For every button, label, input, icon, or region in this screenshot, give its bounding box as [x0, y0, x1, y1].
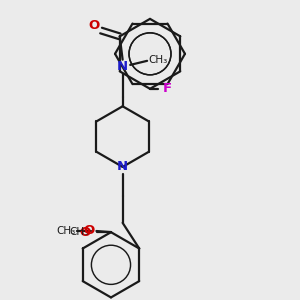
Text: O: O — [79, 226, 91, 239]
Text: O: O — [83, 224, 95, 237]
Text: N: N — [117, 60, 128, 73]
Text: CH₃: CH₃ — [148, 55, 167, 65]
Text: CH₃: CH₃ — [57, 226, 76, 236]
Text: O: O — [88, 20, 100, 32]
Text: N: N — [117, 160, 128, 173]
Text: F: F — [163, 82, 172, 95]
Text: CH₃: CH₃ — [70, 227, 89, 237]
